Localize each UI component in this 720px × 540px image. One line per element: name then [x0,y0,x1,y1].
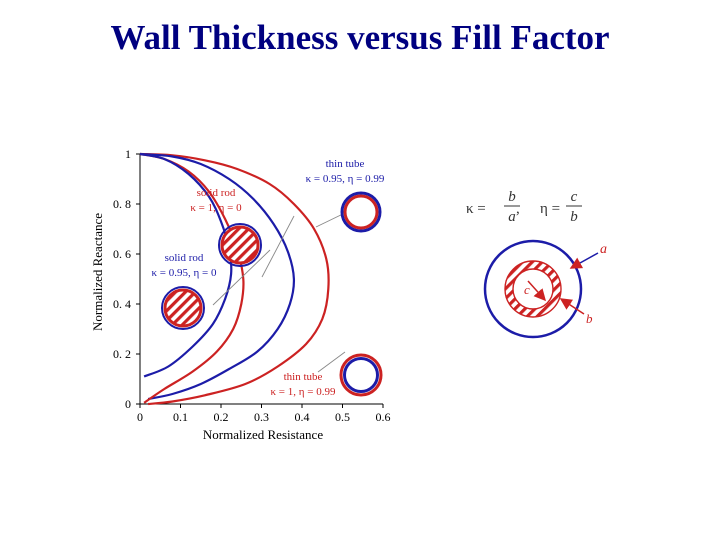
tube-cross-section-diagram: a c b [483,239,607,339]
solid-rod-095-icon [161,286,205,330]
annotation-thin-tube-095-line2: κ = 0.95, η = 0.99 [306,173,385,185]
x-tick-label: 0.1 [173,410,188,424]
arrow-b [559,298,585,315]
arrow-a [569,252,599,269]
x-tick-label: 0.5 [335,410,350,424]
thin-tube-095-icon [340,191,382,233]
annotation-thin-tube-1-line2: κ = 1, η = 0.99 [271,386,336,398]
label-a: a [600,242,607,257]
annotation-solid-rod-095-line1: solid rod [165,252,204,264]
chart-ticks: 0 0.1 0.2 0.3 0.4 0.5 0.6 0 0. 2 0. 4 0. 6 0. 8 1 [113,147,391,424]
wall-outer-edge-b [504,260,562,318]
arrow-c [527,280,547,302]
kappa-eta-formula: κ = b a , η = c b [466,189,582,225]
annotation-solid-rod-1-line1: solid rod [197,187,236,199]
annotation-solid-rod-1-line2: κ = 1, η = 0 [190,202,242,214]
annotation-thin-tube-095-line1: thin tube [326,158,365,170]
y-tick-label: 0. 8 [113,197,131,211]
series-line-2 [139,152,245,404]
y-tick-label: 1 [125,147,131,161]
series-line-0 [139,152,330,406]
leader-solid-rod-095 [212,249,271,306]
annotation-thin-tube-1-line1: thin tube [284,371,323,383]
x-tick-label: 0 [137,410,143,424]
kappa-numerator: b [508,189,516,205]
eta-numerator: c [571,189,578,205]
hatched-wall [505,261,561,317]
solid-rod-1-icon [218,223,262,267]
wall-inner-edge-c [512,268,554,310]
x-axis-label: Normalized Resistance [203,427,323,442]
annotation-labels: thin tube κ = 0.95, η = 0.99 solid rod κ… [152,158,385,398]
kappa-symbol: κ = [466,201,486,217]
eta-symbol: η = [540,201,560,217]
y-tick-label: 0 [125,397,131,411]
y-tick-label: 0. 6 [113,247,131,261]
y-tick-label: 0. 2 [113,347,131,361]
chart: 0 0.1 0.2 0.3 0.4 0.5 0.6 0 0. 2 0. 4 0. 6 0. 8 1 No… [90,147,391,442]
leader-thin-tube-1 [317,351,346,373]
slide-title: Wall Thickness versus Fill Factor [110,18,610,57]
x-tick-label: 0.3 [254,410,269,424]
x-tick-label: 0.2 [214,410,229,424]
eta-denominator: b [570,209,578,225]
annotation-leaders [212,211,348,373]
kappa-denominator: a [508,209,516,225]
y-tick-label: 0. 4 [113,297,131,311]
formula-separator: , [516,201,520,217]
x-tick-label: 0.6 [376,410,391,424]
thin-tube-1-icon [339,353,383,397]
x-tick-label: 0.4 [295,410,310,424]
leader-solid-rod-1 [261,215,295,278]
annotation-solid-rod-095-line2: κ = 0.95, η = 0 [152,267,217,279]
y-axis-label: Normalized Reactance [90,213,105,331]
label-c: c [524,282,530,297]
label-b: b [586,311,593,326]
series-line-1 [139,152,296,401]
